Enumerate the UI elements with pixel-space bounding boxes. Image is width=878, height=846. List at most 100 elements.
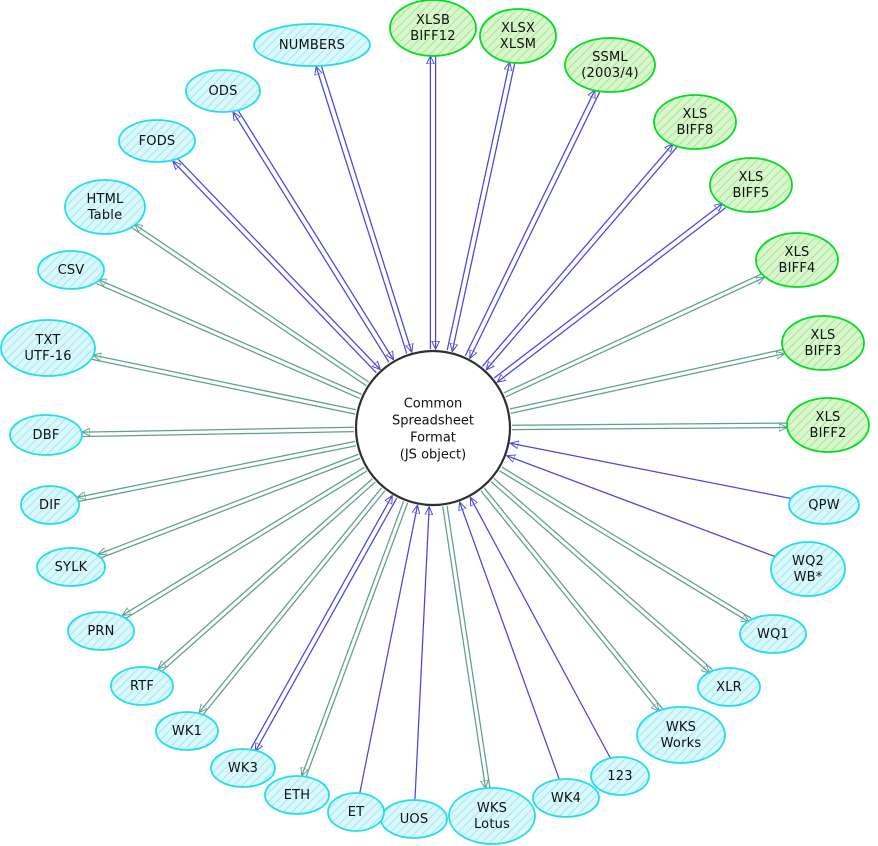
edge-et-to-center (359, 505, 418, 794)
node-wks-works[interactable]: WKS Works (636, 706, 726, 764)
node-xls-biff3-label-line: BIFF3 (805, 344, 842, 359)
node-csv-shape[interactable] (37, 250, 105, 290)
edge-center-to-fods (173, 161, 377, 374)
node-et-label-line: ET (348, 805, 365, 820)
node-html-table[interactable]: HTML Table (64, 179, 146, 235)
edge-center-to-wk3 (255, 497, 398, 751)
node-csv-label: CSV (58, 263, 85, 278)
node-numbers-label: NUMBERS (279, 38, 345, 53)
node-sylk[interactable]: SYLK (36, 547, 106, 587)
node-wk1-shape[interactable] (155, 711, 219, 751)
node-xls-biff8[interactable]: XLS BIFF8 (653, 94, 737, 150)
node-wk3-shape[interactable] (210, 748, 276, 788)
node-fods-shape[interactable] (118, 119, 196, 163)
edge-numbers-to-center (320, 64, 412, 352)
edge-center-to-xls-biff4 (505, 278, 765, 398)
node-wk4-shape[interactable] (532, 778, 600, 818)
node-wks-lotus-shape[interactable] (448, 787, 536, 845)
node-xls-biff3-label-line: XLS (810, 328, 835, 343)
node-wq1[interactable]: WQ1 (739, 614, 807, 654)
node-xls-biff4-label-line: BIFF4 (779, 261, 816, 276)
node-xls-biff8-shape[interactable] (653, 94, 737, 150)
node-ods[interactable]: ODS (185, 69, 261, 113)
node-wq2-shape[interactable] (770, 541, 846, 597)
node-xls-biff2[interactable]: XLS BIFF2 (786, 397, 870, 453)
node-html-table-label-line: Table (87, 208, 123, 223)
node-wk1[interactable]: WK1 (155, 711, 219, 751)
node-wk1-label: WK1 (172, 724, 202, 739)
edge-ods-to-center (237, 109, 394, 360)
edge-center-to-prn-b (124, 470, 368, 620)
node-dbf[interactable]: DBF (9, 414, 83, 456)
node-dif-shape[interactable] (20, 485, 80, 525)
node-xlsb[interactable]: XLSB BIFF12 (389, 0, 477, 57)
node-wq1-label-line: WQ1 (757, 627, 789, 642)
node-123-shape[interactable] (590, 756, 650, 796)
node-wq1-shape[interactable] (739, 614, 807, 654)
edge-xls-biff8-to-center (486, 146, 678, 369)
node-rtf[interactable]: RTF (110, 666, 174, 706)
node-xls-biff2-shape[interactable] (786, 397, 870, 453)
edge-center-to-csv-b (96, 282, 360, 399)
node-rtf-shape[interactable] (110, 666, 174, 706)
node-xls-biff3[interactable]: XLS BIFF3 (781, 315, 865, 371)
node-et[interactable]: ET (327, 792, 385, 832)
center-node[interactable]: Common Spreadsheet Format (JS object) (354, 349, 512, 507)
node-ssml-label-line: SSML (592, 50, 628, 65)
node-ssml[interactable]: SSML (2003/4) (564, 37, 656, 93)
node-xlr-shape[interactable] (697, 667, 761, 707)
node-txt-label-line: TXT (34, 333, 60, 348)
node-wk4[interactable]: WK4 (532, 778, 600, 818)
node-numbers[interactable]: NUMBERS (253, 23, 371, 67)
node-qpw[interactable]: QPW (788, 485, 860, 525)
node-txt-label: TXT UTF-16 (24, 333, 71, 364)
node-wks-lotus[interactable]: WKS Lotus (448, 787, 536, 845)
node-csv[interactable]: CSV (37, 250, 105, 290)
node-xls-biff4[interactable]: XLS BIFF4 (755, 232, 839, 288)
node-xls-biff5[interactable]: XLS BIFF5 (709, 157, 793, 213)
node-prn-shape[interactable] (67, 611, 135, 651)
edge-center-to-dif (77, 440, 356, 497)
node-xlsx-label-line: XLSX (501, 21, 535, 36)
edge-fods-to-center (176, 157, 380, 369)
node-xls-biff3-shape[interactable] (781, 315, 865, 371)
node-wk3[interactable]: WK3 (210, 748, 276, 788)
node-txt[interactable]: TXT UTF-16 (0, 319, 96, 377)
node-qpw-shape[interactable] (788, 485, 860, 525)
edge-center-to-numbers (316, 67, 408, 354)
edge-center-to-txt (93, 355, 357, 411)
node-wq2[interactable]: WQ2 WB* (770, 541, 846, 597)
node-wk3-label: WK3 (228, 761, 258, 776)
node-xls-biff4-shape[interactable] (755, 232, 839, 288)
edge-center-to-txt-b (92, 358, 356, 415)
node-xlsb-shape[interactable] (389, 0, 477, 57)
node-ssml-shape[interactable] (564, 37, 656, 93)
node-et-shape[interactable] (327, 792, 385, 832)
node-eth[interactable]: ETH (264, 775, 330, 815)
edge-center-to-xls-biff2-b (511, 422, 787, 426)
node-prn[interactable]: PRN (67, 611, 135, 651)
node-dif-label-line: DIF (39, 498, 61, 513)
node-wks-works-shape[interactable] (636, 706, 726, 764)
node-uos[interactable]: UOS (380, 799, 448, 839)
node-txt-shape[interactable] (0, 319, 96, 377)
center-node-circle[interactable] (354, 349, 512, 507)
node-numbers-shape[interactable] (253, 23, 371, 67)
node-dif[interactable]: DIF (20, 485, 80, 525)
node-xlsx-shape[interactable] (479, 8, 557, 64)
node-xls-biff5-shape[interactable] (709, 157, 793, 213)
node-rtf-label-line: RTF (130, 679, 154, 694)
node-eth-shape[interactable] (264, 775, 330, 815)
node-xlr[interactable]: XLR (697, 667, 761, 707)
node-123[interactable]: 123 (590, 756, 650, 796)
edge-uos-to-center (414, 507, 429, 800)
node-fods[interactable]: FODS (118, 119, 196, 163)
node-ods-shape[interactable] (185, 69, 261, 113)
node-html-table-shape[interactable] (64, 179, 146, 235)
node-dbf-shape[interactable] (9, 414, 83, 456)
edge-center-to-xls-biff3-b (509, 348, 784, 410)
node-xlsb-label-line: XLSB (416, 13, 450, 28)
node-xlsx[interactable]: XLSX XLSM (479, 8, 557, 64)
edge-center-to-eth-b (305, 502, 409, 778)
node-sylk-shape[interactable] (36, 547, 106, 587)
